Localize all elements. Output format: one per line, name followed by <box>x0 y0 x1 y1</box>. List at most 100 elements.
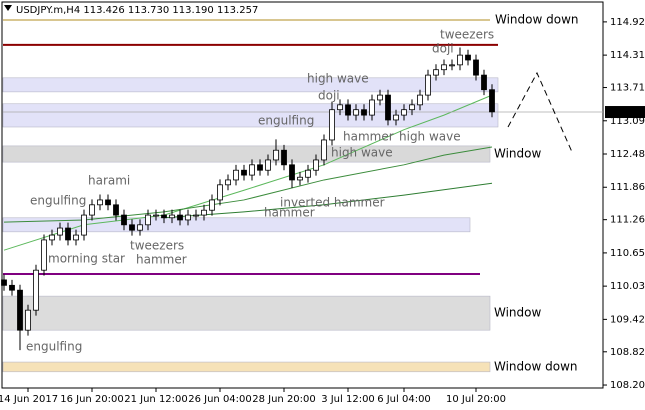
candle-body <box>185 214 191 221</box>
candle-body <box>241 169 247 176</box>
x-tick-label: 28 Jun 20:00 <box>252 394 316 405</box>
x-tick-label: 26 Jun 04:00 <box>188 394 252 405</box>
x-tick-label: 16 Jun 20:00 <box>60 394 124 405</box>
zone-label: Window <box>494 147 542 161</box>
candle-body <box>121 214 127 226</box>
candle-body <box>353 109 359 116</box>
zone-label: Window down <box>494 359 578 373</box>
candle-body <box>153 214 159 217</box>
candle-body <box>369 99 375 116</box>
candle-body <box>481 74 487 91</box>
last-price-label: 113.257 <box>608 107 645 118</box>
x-tick-label: 10 Jul 20:00 <box>446 394 506 405</box>
y-tick-label: 113.095 <box>610 116 645 127</box>
candle-body <box>249 164 255 176</box>
candle-body <box>417 94 423 106</box>
candle-body <box>233 169 239 181</box>
candle-body <box>409 104 415 111</box>
candle-body <box>81 214 87 236</box>
chart-header: USDJPY.m,H4 113.426 113.730 113.190 113.… <box>16 5 258 16</box>
zone <box>2 361 491 373</box>
moving-average <box>3 146 493 223</box>
candle-body <box>161 214 167 219</box>
candle-body <box>345 104 351 116</box>
candle-body <box>1 279 7 286</box>
pattern-annotation: hammer <box>343 130 394 144</box>
candle-body <box>105 199 111 206</box>
pattern-annotation: engulfing <box>258 114 314 128</box>
zone <box>2 145 491 163</box>
candle-body <box>73 234 79 241</box>
pattern-annotation: tweezers <box>130 239 184 253</box>
candle-body <box>9 284 15 291</box>
candle-body <box>257 164 263 171</box>
candle-body <box>97 199 103 206</box>
pattern-annotation: morning star <box>48 252 125 266</box>
candle-body <box>201 209 207 216</box>
pattern-annotation: engulfing <box>30 194 86 208</box>
zone <box>2 295 491 331</box>
candle-body <box>329 109 335 141</box>
candle-body <box>177 214 183 221</box>
y-tick-label: 113.710 <box>610 83 645 94</box>
y-tick-label: 111.865 <box>610 182 645 193</box>
pattern-annotation: high wave <box>399 130 461 144</box>
candle-body <box>25 309 31 331</box>
y-tick-label: 108.205 <box>610 380 645 391</box>
candle-body <box>225 179 231 186</box>
candle-body <box>393 114 399 121</box>
chart-icon <box>4 5 12 11</box>
candle-body <box>433 69 439 76</box>
candle-body <box>17 289 23 331</box>
candle-body <box>465 54 471 61</box>
candle-body <box>33 269 39 311</box>
projection <box>507 71 573 153</box>
candle-body <box>145 214 151 226</box>
candle-body <box>169 214 175 219</box>
x-tick-label: 21 Jun 12:00 <box>124 394 188 405</box>
y-tick-label: 109.420 <box>610 314 645 325</box>
candle-body <box>113 204 119 216</box>
candle-body <box>193 214 199 217</box>
y-tick-label: 108.820 <box>610 347 645 358</box>
moving-average <box>163 182 493 219</box>
candle-body <box>289 164 295 181</box>
candle-body <box>321 139 327 161</box>
zone-label: Window <box>494 306 542 320</box>
zone <box>2 103 499 128</box>
candle-body <box>41 239 47 271</box>
candle-body <box>489 89 495 113</box>
pattern-annotation: doji <box>432 42 454 56</box>
candle-body <box>57 227 63 236</box>
candle-body <box>337 104 343 111</box>
candle-body <box>425 74 431 96</box>
candle-body <box>265 159 271 171</box>
last-price-box <box>605 106 645 119</box>
candle-body <box>89 204 95 216</box>
pattern-annotation: high wave <box>307 72 369 86</box>
candle-body <box>305 169 311 178</box>
y-tick-label: 114.925 <box>610 17 645 28</box>
pattern-annotation: hammer <box>136 253 187 267</box>
candle-body <box>361 109 367 116</box>
candle-body <box>449 64 455 67</box>
candle-body <box>385 94 391 121</box>
x-tick-label: 3 Jul 12:00 <box>321 394 375 405</box>
candle-body <box>441 64 447 71</box>
candle-body <box>281 149 287 166</box>
candle-body <box>297 176 303 181</box>
y-tick-label: 111.265 <box>610 215 645 226</box>
zone <box>2 77 499 93</box>
y-tick-label: 112.480 <box>610 149 645 160</box>
candle-body <box>377 94 383 101</box>
candle-body <box>209 199 215 211</box>
pattern-annotation: harami <box>88 174 130 188</box>
x-tick-label: 6 Jul 04:00 <box>377 394 431 405</box>
candle-body <box>137 224 143 231</box>
pattern-annotation: inverted hammer <box>280 196 385 210</box>
y-tick-label: 114.310 <box>610 50 645 61</box>
candle-body <box>129 224 135 231</box>
candle-body <box>217 184 223 201</box>
level-label: Window down <box>495 12 579 26</box>
